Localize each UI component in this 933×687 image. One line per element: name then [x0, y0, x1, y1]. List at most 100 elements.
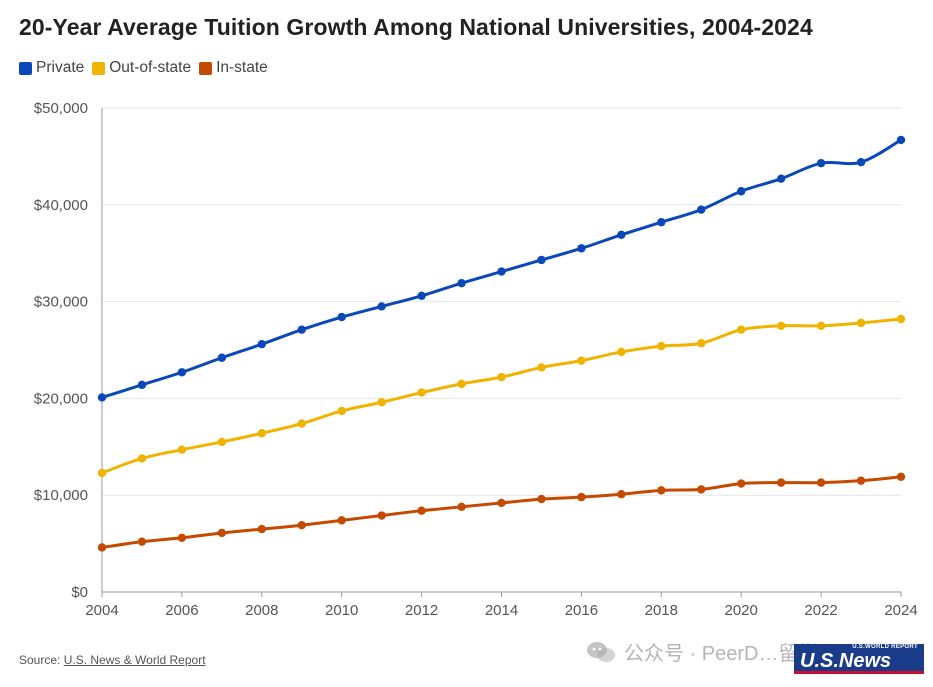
- y-tick-label: $0: [71, 584, 88, 601]
- x-tick-label: 2020: [725, 602, 758, 619]
- logo-main-text: U.S.News: [800, 650, 892, 672]
- data-point-out-of-state: [177, 445, 187, 454]
- y-tick-label: $20,000: [34, 390, 88, 407]
- data-point-out-of-state: [337, 406, 346, 416]
- data-point-in-state: [697, 485, 706, 494]
- data-point-in-state: [577, 492, 586, 502]
- source-link[interactable]: U.S. News & World Report: [63, 653, 206, 667]
- data-point-in-state: [457, 502, 466, 512]
- data-point-out-of-state: [137, 454, 147, 463]
- x-tick-label: 2022: [804, 602, 837, 619]
- data-point-in-state: [856, 476, 866, 485]
- source-note: Source: U.S. News & World Report: [19, 653, 206, 667]
- data-point-in-state: [177, 533, 187, 542]
- data-point-in-state: [97, 543, 107, 552]
- data-point-out-of-state: [577, 356, 586, 365]
- x-tick-label: 2006: [165, 602, 198, 619]
- data-point-in-state: [497, 498, 506, 508]
- legend-item-out-of-state: Out-of-state: [92, 59, 191, 77]
- data-point-in-state: [617, 490, 626, 499]
- source-prefix: Source:: [19, 653, 64, 667]
- data-point-private: [896, 135, 906, 145]
- x-tick-label: 2018: [645, 602, 678, 619]
- legend-swatch-private: [19, 61, 32, 75]
- watermark-text: 公众号 · PeerD…留学: [624, 643, 819, 665]
- data-point-in-state: [816, 478, 826, 487]
- legend: Private Out-of-state In-state: [19, 59, 268, 77]
- x-tick-label: 2024: [884, 602, 917, 619]
- data-point-private: [776, 174, 786, 183]
- data-point-private: [297, 325, 306, 334]
- data-point-private: [137, 380, 147, 390]
- data-point-out-of-state: [617, 347, 626, 357]
- y-tick-label: $50,000: [34, 100, 88, 117]
- data-point-out-of-state: [217, 437, 227, 447]
- legend-label-private: Private: [36, 59, 85, 76]
- data-point-private: [417, 291, 426, 300]
- logo-top-text: U.S.WORLD REPORT: [852, 644, 918, 650]
- data-point-out-of-state: [417, 388, 426, 397]
- data-point-private: [457, 279, 466, 288]
- data-point-in-state: [896, 472, 906, 482]
- legend-label-out-of-state: Out-of-state: [109, 59, 192, 76]
- data-point-private: [217, 353, 227, 362]
- data-point-private: [737, 187, 746, 196]
- y-tick-label: $10,000: [34, 487, 88, 504]
- data-point-in-state: [377, 511, 386, 520]
- data-point-private: [697, 205, 706, 214]
- chart-title: 20-Year Average Tuition Growth Among Nat…: [19, 14, 813, 40]
- data-point-private: [657, 218, 666, 227]
- data-point-private: [257, 339, 266, 349]
- data-point-private: [497, 267, 506, 276]
- data-point-private: [856, 158, 866, 167]
- data-point-in-state: [537, 494, 546, 504]
- data-point-out-of-state: [776, 321, 786, 330]
- x-tick-label: 2004: [85, 602, 118, 619]
- data-point-out-of-state: [856, 318, 866, 328]
- x-tick-label: 2014: [485, 602, 518, 619]
- logo-red-bar: [794, 671, 924, 674]
- x-tick-label: 2008: [245, 602, 278, 619]
- data-point-private: [577, 244, 586, 253]
- data-point-in-state: [217, 528, 227, 538]
- y-tick-label: $40,000: [34, 197, 88, 214]
- data-point-out-of-state: [816, 321, 826, 330]
- data-point-out-of-state: [377, 398, 386, 407]
- data-point-private: [337, 312, 346, 322]
- series-line-out-of-state: [100, 317, 903, 475]
- data-point-in-state: [417, 506, 426, 515]
- usnews-logo: U.S.WORLD REPORT U.S.News: [794, 644, 924, 674]
- data-point-private: [537, 255, 546, 265]
- legend-swatch-out-of-state: [92, 61, 106, 75]
- x-tick-label: 2012: [405, 602, 438, 619]
- data-point-out-of-state: [297, 419, 306, 428]
- data-point-out-of-state: [257, 429, 266, 438]
- data-point-in-state: [137, 537, 147, 546]
- data-point-private: [97, 393, 107, 402]
- wechat-icon: [587, 641, 615, 662]
- data-point-in-state: [297, 521, 306, 530]
- data-point-out-of-state: [97, 468, 107, 478]
- data-point-in-state: [776, 478, 786, 487]
- legend-swatch-in-state: [199, 61, 213, 75]
- data-point-out-of-state: [657, 341, 666, 351]
- legend-item-in-state: In-state: [199, 59, 268, 77]
- y-tick-label: $30,000: [34, 294, 88, 311]
- data-point-out-of-state: [737, 325, 746, 334]
- data-point-private: [177, 368, 187, 377]
- data-point-in-state: [337, 516, 346, 525]
- legend-label-in-state: In-state: [216, 59, 268, 76]
- legend-item-private: Private: [19, 59, 84, 77]
- data-point-out-of-state: [537, 363, 546, 372]
- data-point-out-of-state: [697, 339, 706, 348]
- x-tick-label: 2010: [325, 602, 358, 619]
- data-point-out-of-state: [497, 372, 506, 382]
- data-point-in-state: [657, 486, 666, 495]
- data-point-private: [816, 158, 826, 168]
- watermark: 公众号 · PeerD…留学: [586, 637, 818, 666]
- data-point-in-state: [737, 479, 746, 488]
- x-tick-label: 2016: [565, 602, 598, 619]
- data-point-private: [377, 302, 386, 311]
- data-point-private: [617, 230, 626, 240]
